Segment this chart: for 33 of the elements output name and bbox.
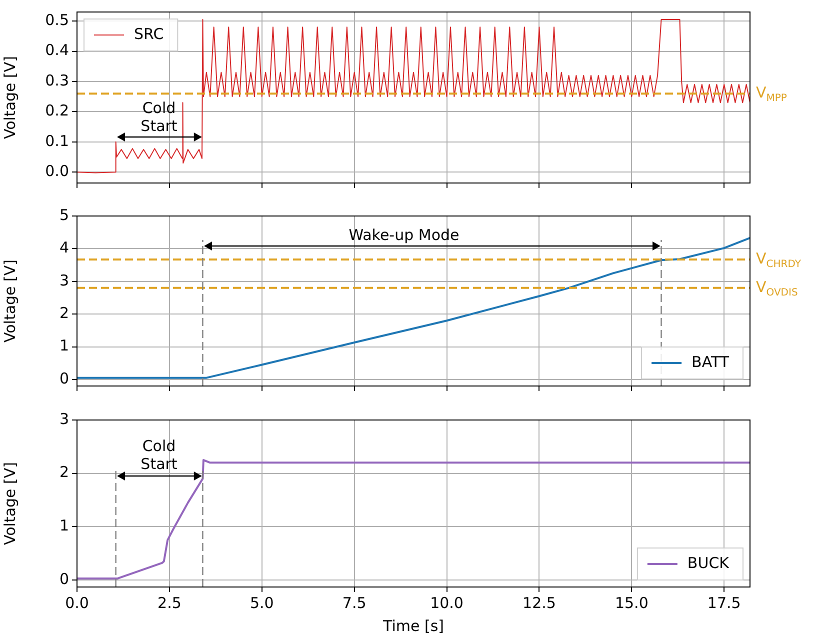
y-axis-title: Voltage [V] [0,462,19,545]
y-tick-label: 1 [59,336,69,355]
y-axis-title: Voltage [V] [0,56,19,139]
y-tick-label: 2 [59,304,69,322]
y-tick-label: 5 [59,206,69,224]
annotation: Wake-up Mode [348,226,460,244]
y-axis-title: Voltage [V] [0,260,19,342]
x-tick-label: 17.5 [707,594,741,612]
x-tick-label: 7.5 [342,594,366,612]
legend-label: BATT [692,352,730,371]
x-tick-label: 10.0 [430,594,464,612]
y-tick-label: 0.1 [45,132,69,150]
annotation: Cold Start [140,99,178,135]
y-tick-label: 0.5 [45,10,69,29]
x-tick-label: 5.0 [250,594,274,612]
y-tick-label: 4 [59,238,69,257]
x-axis-title: Time [s] [382,616,444,635]
annotation: Cold Start [140,437,178,473]
legend-label: BUCK [687,554,730,572]
legend-label: SRC [134,24,164,43]
y-tick-label: 0.0 [45,162,69,180]
y-tick-label: 0.2 [45,102,69,120]
y-tick-label: 0.3 [45,71,69,90]
y-tick-label: 0 [59,369,69,388]
x-tick-label: 12.5 [522,594,556,612]
y-tick-label: 2 [59,463,69,482]
y-tick-label: 0.4 [45,41,69,60]
y-tick-label: 3 [59,271,69,290]
x-tick-label: 15.0 [614,594,648,612]
x-tick-label: 2.5 [158,594,182,612]
y-tick-label: 1 [59,516,69,535]
y-tick-label: 0 [59,570,69,588]
y-tick-label: 3 [59,410,69,428]
